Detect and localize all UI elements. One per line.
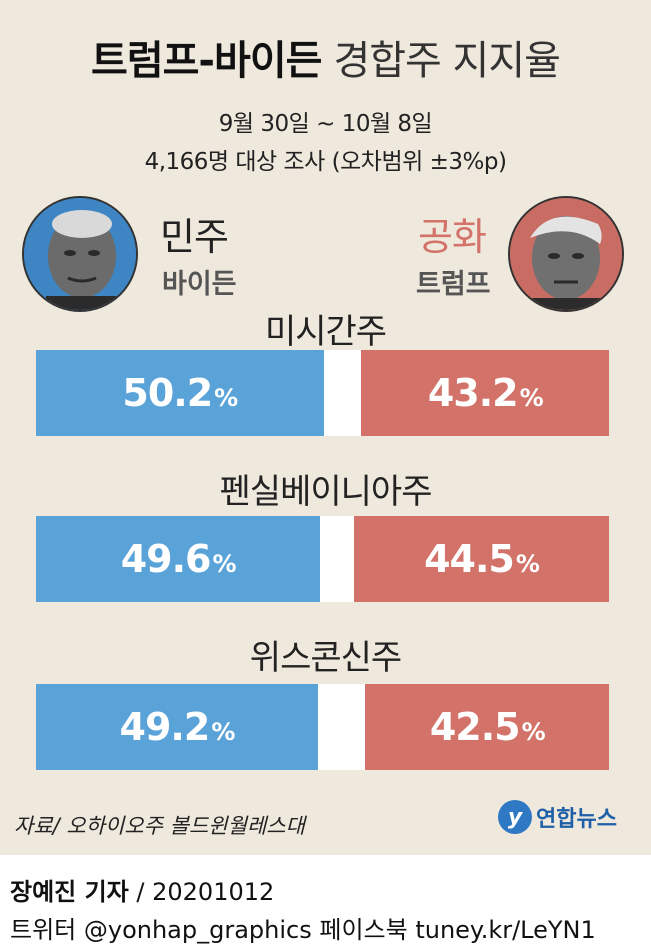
- bar-row-wisconsin: 49.2% 42.5%: [36, 684, 609, 770]
- reporter-name: 장예진 기자: [10, 878, 129, 906]
- footer-credit: 장예진 기자 / 20201012: [10, 872, 274, 907]
- trump-portrait: [508, 196, 624, 312]
- dem-value-pennsylvania: 49.6: [120, 537, 212, 581]
- biden-portrait: [22, 196, 138, 312]
- dem-value-michigan: 50.2: [122, 371, 213, 415]
- dem-bar-pennsylvania: 49.6%: [36, 516, 321, 602]
- percent-sign: %: [515, 550, 540, 578]
- percent-sign: %: [212, 550, 236, 578]
- percent-sign: %: [521, 718, 546, 746]
- dem-value-wisconsin: 49.2: [119, 705, 211, 749]
- survey-info: 4,166명 대상 조사 (오차범위 ±3%p): [144, 149, 507, 175]
- dem-bar-michigan: 50.2%: [36, 350, 324, 436]
- title-sub: 경합주 지지율: [333, 38, 561, 84]
- rep-bar-wisconsin: 42.5%: [365, 684, 609, 770]
- dem-bar-wisconsin: 49.2%: [36, 684, 318, 770]
- percent-sign: %: [519, 384, 544, 412]
- yonhap-logo-icon: y: [498, 800, 532, 834]
- state-label-wisconsin: 위스콘신주: [249, 638, 402, 678]
- data-source: 자료/ 오하이오주 볼드윈월레스대: [14, 814, 305, 838]
- page-title: 트럼프-바이든 경합주 지지율: [0, 28, 651, 86]
- title-main: 트럼프-바이든: [91, 38, 322, 84]
- bar-row-michigan: 50.2% 43.2%: [36, 350, 609, 436]
- rep-value-michigan: 43.2: [427, 371, 519, 415]
- percent-sign: %: [214, 384, 238, 412]
- rep-bar-michigan: 43.2%: [361, 350, 609, 436]
- yonhap-logo: y 연합뉴스: [498, 800, 617, 834]
- bar-row-pennsylvania: 49.6% 44.5%: [36, 516, 609, 602]
- state-label-michigan: 미시간주: [264, 312, 387, 352]
- footer-social: 트위터 @yonhap_graphics 페이스북 tuney.kr/LeYN1: [10, 916, 596, 944]
- publish-date: / 20201012: [136, 878, 275, 906]
- yonhap-logo-text: 연합뉴스: [536, 807, 617, 832]
- rep-party-label: 공화: [418, 215, 487, 259]
- rep-candidate-name: 트럼프: [416, 269, 491, 300]
- dem-candidate-name: 바이든: [162, 269, 237, 300]
- rep-value-pennsylvania: 44.5: [424, 537, 515, 581]
- survey-period: 9월 30일 ~ 10월 8일: [218, 111, 433, 137]
- dem-party-label: 민주: [160, 215, 229, 259]
- percent-sign: %: [211, 718, 235, 746]
- state-label-pennsylvania: 펜실베이니아주: [219, 472, 433, 512]
- rep-value-wisconsin: 42.5: [429, 705, 521, 749]
- rep-bar-pennsylvania: 44.5%: [354, 516, 609, 602]
